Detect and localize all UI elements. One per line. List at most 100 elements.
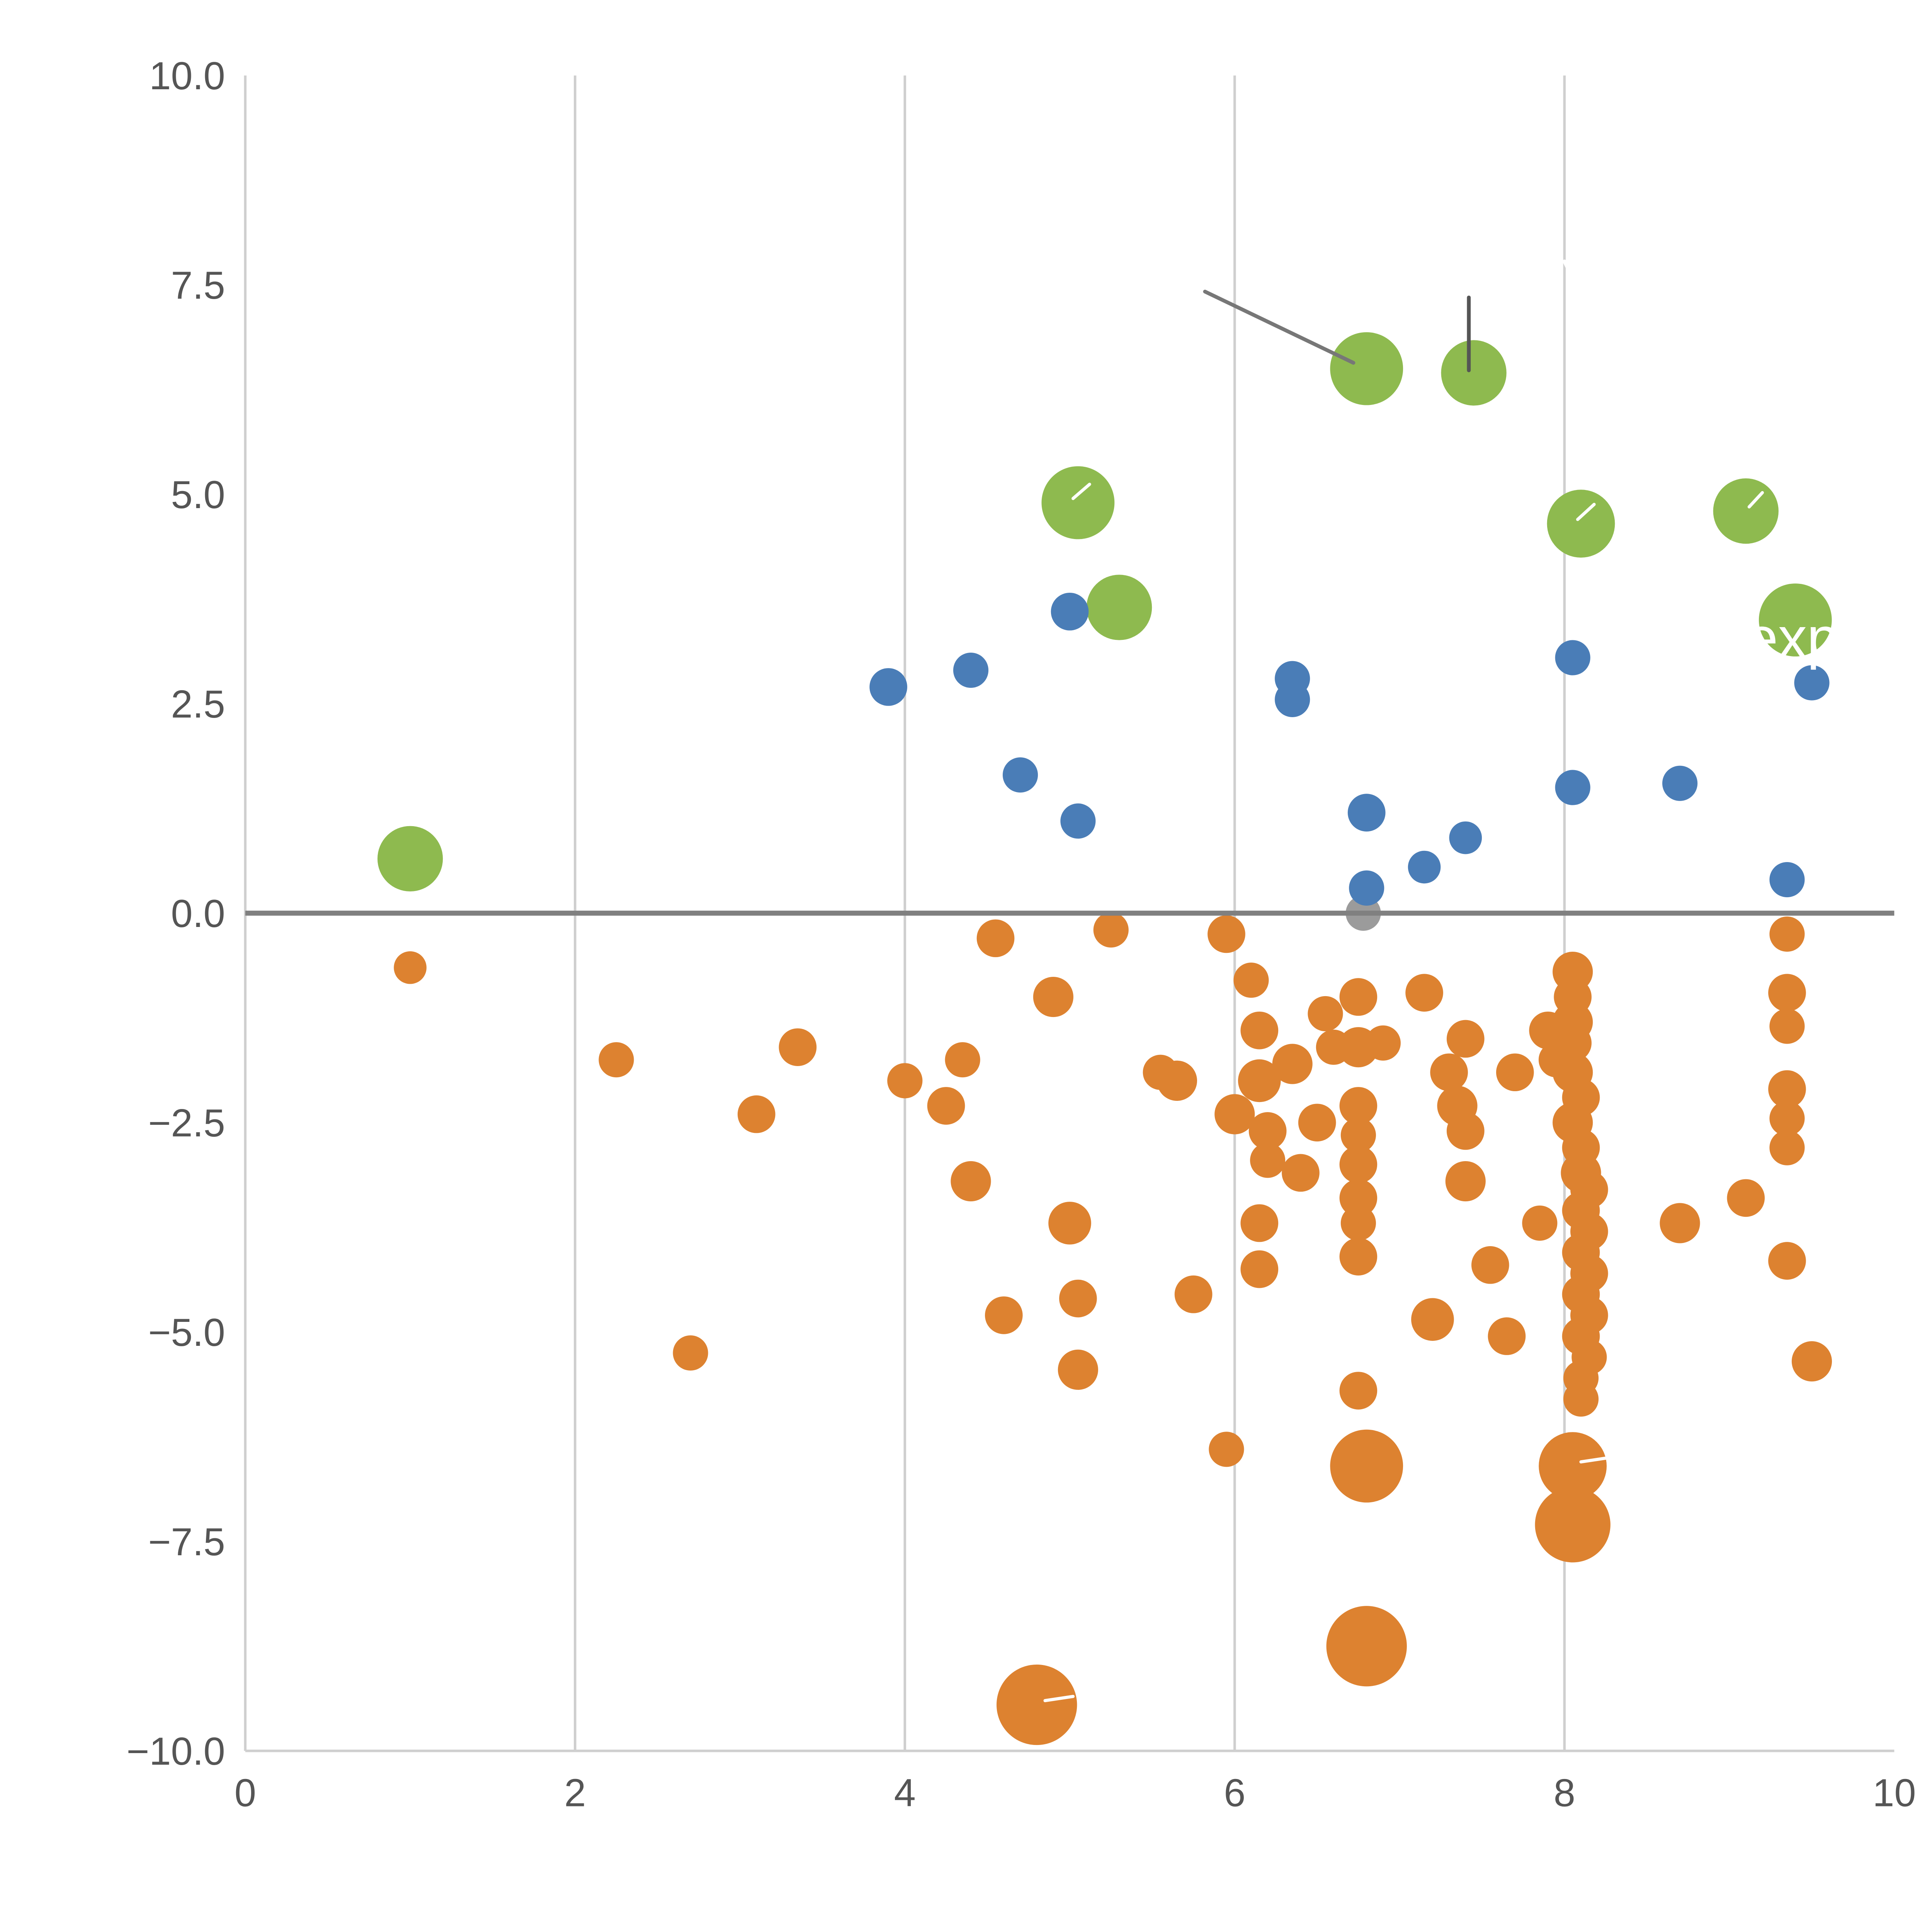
orange-points-point <box>1272 1044 1313 1084</box>
blue-points-point <box>1449 821 1482 854</box>
orange-points-point <box>1059 1279 1097 1318</box>
orange-points-point <box>1563 1381 1599 1417</box>
x-tick-label: 6 <box>1224 1771 1245 1815</box>
blue-points-point <box>953 652 989 688</box>
orange-points-point <box>1769 1009 1805 1044</box>
blue-points-point <box>1408 850 1441 884</box>
blue-points-point <box>1794 665 1830 701</box>
y-tick-label: 0.0 <box>171 892 225 935</box>
annotation-line <box>1071 483 1091 500</box>
orange-points-point <box>1769 1100 1805 1136</box>
orange-points-point <box>1093 912 1129 948</box>
orange-points-point <box>1365 1025 1401 1061</box>
orange-points-point <box>1058 1349 1098 1390</box>
y-tick-label: 2.5 <box>171 683 225 726</box>
orange-points-point <box>1298 1104 1336 1142</box>
orange-points-point <box>1768 1242 1806 1280</box>
orange-points-point <box>1727 1179 1765 1217</box>
green-large-bubbles-point <box>377 826 443 891</box>
orange-points-point <box>1339 1145 1378 1184</box>
orange-points-point <box>1250 1143 1286 1178</box>
orange-points-point <box>951 1161 991 1202</box>
blue-points-point <box>1349 870 1384 906</box>
annotation-line <box>1043 1695 1075 1702</box>
orange-points-point <box>1769 1130 1805 1165</box>
orange-points-point <box>1405 974 1443 1012</box>
orange-points-point <box>976 919 1015 957</box>
orange-points-point <box>737 1095 776 1133</box>
annotation-line <box>1747 491 1764 509</box>
orange-points-point <box>1554 1024 1592 1062</box>
orange-points-point <box>1446 1112 1485 1150</box>
blue-points-point <box>1051 592 1089 631</box>
orange-points-point <box>1471 1246 1509 1284</box>
y-tick-label: −5.0 <box>148 1311 225 1354</box>
orange-points-point <box>673 1335 708 1371</box>
blue-points-point <box>1555 770 1590 805</box>
orange-points-point <box>1282 1154 1320 1192</box>
orange-points-point <box>1660 1203 1700 1243</box>
green-large-bubbles-point <box>1759 583 1832 656</box>
orange-points-point <box>1214 1094 1255 1134</box>
orange-points-point <box>1233 963 1269 998</box>
orange-points-point <box>1339 978 1378 1016</box>
orange-points-point <box>1339 1179 1378 1217</box>
blue-points-point <box>1002 757 1038 793</box>
blue-points-point <box>1060 803 1096 839</box>
orange-points-point <box>394 951 427 984</box>
blue-points-point <box>1555 640 1590 675</box>
orange-points-point <box>599 1042 634 1078</box>
orange-points-point <box>1209 1432 1244 1467</box>
annotation-line <box>1562 259 1577 283</box>
orange-points-point <box>1488 1317 1526 1355</box>
orange-points-point <box>985 1296 1023 1334</box>
orange-points-point <box>1339 1372 1378 1410</box>
blue-points-point <box>1275 682 1310 718</box>
orange-points-point <box>779 1028 817 1066</box>
orange-points-point <box>1791 1341 1832 1382</box>
y-tick-label: 7.5 <box>171 264 225 307</box>
orange-points-point <box>1238 1059 1281 1102</box>
orange-points-point <box>1048 1202 1091 1245</box>
green-large-bubbles-point <box>1547 490 1615 558</box>
blue-points-point <box>1662 765 1698 801</box>
orange-points-point <box>1768 1070 1806 1108</box>
orange-points-point <box>1208 915 1245 953</box>
blue-points-point <box>869 668 907 706</box>
orange-points-point <box>945 1042 980 1078</box>
blue-points-point <box>1769 862 1805 898</box>
orange-points-point <box>1308 996 1343 1032</box>
orange-points-point <box>1326 1606 1407 1687</box>
y-tick-label: −10.0 <box>126 1730 225 1773</box>
annotation-line <box>1579 1456 1611 1464</box>
orange-points-point <box>927 1087 965 1125</box>
y-tick-label: 10.0 <box>149 54 225 98</box>
annotation-label: exp <box>1746 605 1839 670</box>
orange-points-point <box>1339 1238 1378 1276</box>
orange-points-point <box>1340 1205 1376 1241</box>
orange-points-point <box>1769 916 1805 952</box>
orange-points-point <box>1340 1117 1376 1153</box>
orange-points-point <box>1430 1053 1468 1092</box>
green-large-bubbles-point <box>1086 575 1152 640</box>
x-tick-label: 8 <box>1554 1771 1575 1815</box>
x-tick-label: 2 <box>564 1771 586 1815</box>
annotation-line <box>1576 503 1596 521</box>
orange-points-point <box>1240 1250 1279 1288</box>
orange-points-point <box>1174 1275 1213 1313</box>
orange-points-point <box>1446 1020 1485 1058</box>
orange-points-point <box>1339 1087 1378 1125</box>
orange-points-point <box>1411 1298 1454 1341</box>
orange-points-point <box>1496 1053 1534 1092</box>
x-tick-label: 0 <box>235 1771 256 1815</box>
green-large-bubbles-point <box>1441 340 1507 406</box>
x-tick-label: 4 <box>894 1771 916 1815</box>
y-tick-label: −7.5 <box>148 1520 225 1564</box>
blue-points-point <box>1347 794 1386 832</box>
green-large-bubbles-point <box>1330 332 1403 405</box>
orange-points-point <box>1240 1011 1279 1049</box>
orange-points-point <box>1539 1432 1607 1500</box>
y-tick-label: −2.5 <box>148 1102 225 1145</box>
